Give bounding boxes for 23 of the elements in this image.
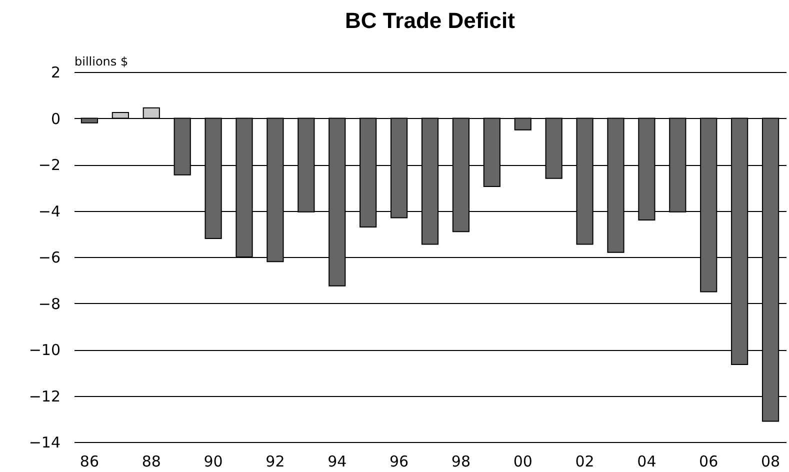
y-tick-label: −4 <box>38 202 60 220</box>
y-tick-label: −10 <box>28 341 60 359</box>
y-tick-label: −8 <box>38 294 60 313</box>
y-tick-label: −14 <box>28 434 60 452</box>
x-tick-label: 88 <box>142 452 161 470</box>
x-tick-label: 96 <box>389 452 409 470</box>
y-axis-title: billions $ <box>74 54 128 68</box>
x-tick-label: 90 <box>204 452 223 470</box>
x-tick-label: 00 <box>513 452 532 470</box>
x-tick-label: 08 <box>760 452 780 470</box>
x-tick-label: 92 <box>266 452 285 470</box>
x-tick-label: 94 <box>328 452 347 470</box>
y-tick-label: 2 <box>50 64 60 82</box>
x-tick-label: 98 <box>451 452 471 470</box>
y-tick-label: −6 <box>38 248 60 266</box>
x-tick-label: 86 <box>80 452 100 470</box>
x-tick-label: 06 <box>699 452 718 470</box>
x-tick-label: 04 <box>637 452 656 470</box>
y-tick-label: 0 <box>50 110 60 128</box>
y-tick-label: −2 <box>38 156 60 174</box>
x-tick-label: 02 <box>575 452 594 470</box>
chart-title: BC Trade Deficit <box>345 8 516 33</box>
y-tick-label: −12 <box>28 387 60 406</box>
